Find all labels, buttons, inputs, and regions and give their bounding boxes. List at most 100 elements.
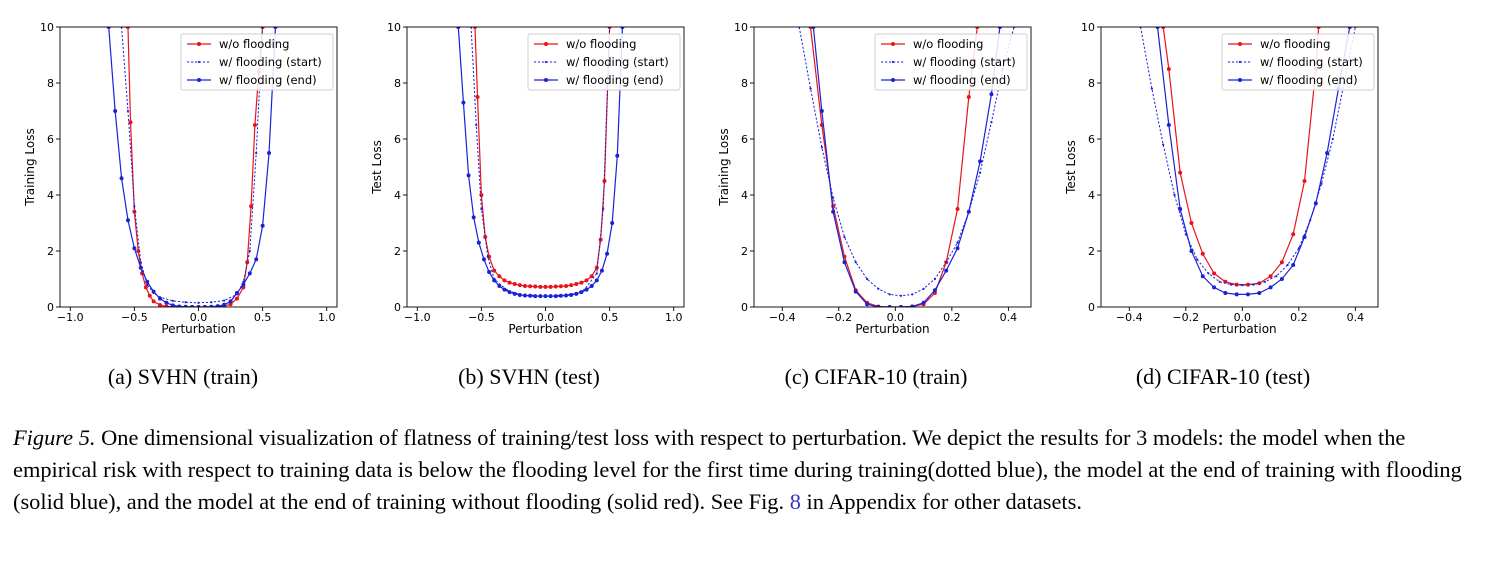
series-2-point — [139, 261, 142, 264]
series-3-point — [1313, 201, 1318, 206]
y-tick-label: 8 — [47, 77, 54, 90]
series-3-point — [215, 304, 220, 307]
x-tick-label: 1.0 — [665, 311, 683, 324]
legend-entry: w/o flooding — [566, 37, 636, 51]
series-2-point — [1229, 283, 1233, 286]
series-2-point — [1331, 137, 1334, 141]
series-2-point — [990, 121, 993, 124]
series-1-point — [975, 27, 980, 29]
series-1-point — [132, 209, 137, 214]
legend-box — [527, 33, 681, 91]
x-tick-label: −0.4 — [769, 311, 796, 324]
series-3-point — [119, 176, 124, 181]
x-axis-label: Perturbation — [161, 322, 235, 336]
series-line-1 — [809, 27, 978, 307]
series-line-2 — [1140, 27, 1356, 286]
y-tick-label: 2 — [741, 245, 748, 258]
series-3-point — [222, 302, 227, 307]
axes-frame — [1100, 26, 1379, 308]
series-1-point — [245, 260, 250, 265]
y-tick-label: 8 — [394, 77, 401, 90]
series-line-2 — [121, 27, 264, 304]
series-1-point — [569, 283, 574, 288]
series-3-point — [461, 100, 466, 105]
legend-entry: w/ flooding (start) — [219, 55, 322, 69]
series-1-point — [543, 284, 548, 289]
series-3-point — [1257, 291, 1262, 295]
y-tick-label: 0 — [394, 301, 401, 314]
series-1-point — [475, 95, 480, 99]
series-3-point — [842, 260, 847, 265]
series-3-point — [898, 305, 903, 307]
legend-entry: w/o flooding — [913, 37, 983, 51]
series-3-point — [234, 291, 239, 295]
subcaption-c: (c) CIFAR-10 (train) — [784, 364, 968, 389]
series-1-point — [517, 283, 522, 288]
figure-ref-link[interactable]: 8 — [789, 489, 801, 514]
series-1-point — [584, 278, 589, 283]
series-2-point — [854, 261, 857, 264]
y-axis-label: Training Loss — [717, 128, 731, 206]
series-3-point — [456, 27, 461, 29]
series-3-point — [1212, 285, 1217, 290]
series-3-point — [466, 173, 471, 178]
series-group — [456, 27, 625, 299]
series-3-point — [151, 289, 156, 294]
series-3-point — [241, 282, 246, 287]
series-3-point — [910, 304, 915, 307]
series-group — [106, 27, 278, 307]
series-2-point — [248, 249, 251, 253]
series-2-point — [1162, 143, 1165, 146]
y-axis-label: Test Loss — [1064, 140, 1078, 195]
series-3-point — [517, 292, 522, 297]
figure-plots: −1.0 −0.5 0.0 0.5 1.0 0 2 4 6 8 10 Perturbation Trai… — [23, 21, 1379, 336]
series-1-point — [483, 235, 488, 239]
caption-text: One dimensional visualization of flatnes… — [13, 425, 1462, 514]
legend-entry: w/ flooding (end) — [219, 73, 317, 87]
series-3-point — [564, 293, 569, 298]
series-2-point — [602, 207, 605, 211]
series-1-point — [1291, 232, 1296, 237]
x-tick-label: −1.0 — [57, 311, 84, 324]
series-3-point — [190, 305, 195, 307]
series-3-point — [202, 305, 207, 307]
x-tick-label: −0.2 — [825, 311, 852, 324]
x-tick-label: 0.5 — [601, 311, 619, 324]
y-tick-label: 6 — [394, 133, 401, 146]
series-1-point — [1178, 170, 1183, 175]
legend-entry: w/ flooding (end) — [1260, 73, 1358, 87]
series-2-point — [922, 287, 925, 290]
legend-swatch-marker — [891, 42, 895, 46]
series-3-point — [569, 292, 574, 297]
series-3-point — [620, 27, 625, 29]
series-3-point — [966, 209, 971, 214]
series-1-point — [125, 27, 130, 29]
legend-entry: w/ flooding (end) — [913, 73, 1011, 87]
series-1-point — [252, 123, 257, 127]
y-tick-label: 4 — [1088, 189, 1095, 202]
legend-swatch-marker — [891, 78, 895, 82]
x-tick-label: 0.0 — [1234, 311, 1252, 324]
legend-swatch-marker — [197, 78, 201, 82]
series-2-point — [1263, 280, 1267, 283]
series-line-1 — [127, 27, 264, 307]
series-2-point — [197, 301, 200, 304]
series-3-point — [267, 151, 272, 155]
figure-caption: Figure 5. One dimensional visualization … — [13, 422, 1488, 518]
series-3-point — [589, 284, 594, 288]
series-1-point — [553, 284, 558, 289]
series-3-point — [932, 288, 937, 293]
series-1-point — [538, 284, 543, 289]
series-2-point — [911, 293, 914, 296]
legend-swatch-marker — [1238, 60, 1242, 64]
series-2-point — [1252, 283, 1255, 286]
x-tick-label: −0.4 — [1116, 311, 1143, 324]
series-3-point — [512, 291, 517, 296]
series-1-point — [522, 284, 527, 288]
x-axis-label: Perturbation — [508, 322, 582, 336]
series-2-point — [956, 241, 959, 244]
series-1-point — [579, 280, 584, 285]
series-3-point — [876, 305, 881, 307]
series-2-point — [475, 123, 478, 127]
x-tick-label: 0.0 — [190, 311, 208, 324]
